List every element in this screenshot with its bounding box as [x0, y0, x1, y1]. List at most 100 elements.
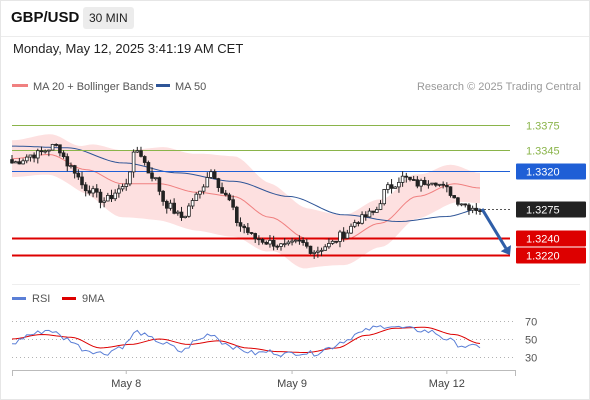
- candle: [124, 178, 129, 191]
- ma20-legend-label: MA 20 + Bollinger Bands: [33, 81, 154, 93]
- candle: [275, 244, 280, 250]
- candle: [54, 143, 58, 147]
- candle: [363, 211, 368, 221]
- ma20-line: [11, 153, 481, 241]
- candle: [106, 192, 110, 202]
- candle: [131, 149, 136, 178]
- rsi-tick-label: 50: [525, 335, 537, 347]
- candle: [65, 153, 70, 172]
- rsi-legend-label: RSI: [32, 293, 50, 305]
- forecast-arrow-shaft: [480, 208, 508, 249]
- symbol-title: GBP/USD: [11, 9, 80, 26]
- level-label-bg: [516, 163, 586, 180]
- candle: [415, 176, 420, 189]
- candle: [437, 183, 442, 187]
- candle: [76, 169, 81, 180]
- candle: [308, 245, 313, 255]
- candle: [234, 205, 239, 227]
- candle: [463, 203, 468, 208]
- candle: [338, 229, 342, 248]
- candle: [393, 185, 398, 189]
- candle: [312, 250, 316, 259]
- candle: [58, 144, 62, 157]
- candle: [470, 205, 475, 214]
- candle: [157, 176, 162, 196]
- x-axis-label: May 12: [429, 378, 465, 390]
- candle: [386, 182, 390, 194]
- candle: [117, 184, 121, 198]
- candle: [441, 181, 445, 189]
- candle: [139, 146, 143, 158]
- candle: [397, 177, 401, 193]
- candle: [433, 182, 438, 188]
- timestamp: Monday, May 12, 2025 3:41:19 AM CET: [13, 41, 244, 56]
- candle: [69, 162, 73, 169]
- candle: [448, 186, 453, 198]
- candle: [253, 232, 258, 243]
- rsi-line: [11, 325, 481, 358]
- candle: [161, 189, 165, 206]
- candle: [142, 155, 147, 166]
- candle: [72, 164, 77, 179]
- credit-text: Research © 2025 Trading Central: [417, 81, 581, 93]
- level-label: 1.3345: [526, 146, 560, 158]
- candle: [109, 189, 114, 203]
- candle: [264, 240, 269, 245]
- candle: [408, 176, 412, 182]
- candle: [183, 215, 188, 219]
- candle: [430, 182, 434, 186]
- candle: [198, 190, 202, 199]
- candle: [282, 238, 287, 248]
- candle: [400, 171, 405, 187]
- candle: [164, 199, 169, 214]
- candle: [220, 182, 224, 194]
- forecast-arrow-head: [500, 245, 511, 255]
- candle: [47, 149, 51, 157]
- candle: [290, 237, 294, 246]
- candle: [98, 189, 103, 209]
- forecast-arrow: [480, 208, 511, 255]
- candle: [205, 172, 210, 188]
- price-panel: 1.3375 1.3345 1.3320 1.3275 1.3240 1.3220: [10, 121, 586, 269]
- candle: [474, 203, 479, 215]
- level-labels: 1.3375 1.3345 1.3320 1.3275 1.3240 1.3220: [516, 121, 586, 264]
- candle: [50, 143, 55, 151]
- candle: [271, 235, 276, 251]
- candle: [349, 223, 353, 234]
- x-axis-label: May 8: [111, 378, 141, 390]
- candle: [452, 194, 456, 199]
- candle: [404, 172, 409, 183]
- ma50-legend-swatch: [156, 84, 170, 87]
- level-label: 1.3220: [526, 251, 560, 263]
- candle: [249, 232, 254, 235]
- candle: [212, 169, 217, 179]
- candle: [257, 235, 261, 246]
- candle: [113, 189, 118, 202]
- candle: [246, 223, 250, 235]
- candle: [227, 192, 232, 202]
- candle: [382, 188, 386, 206]
- candle: [17, 158, 22, 165]
- candle: [367, 208, 372, 218]
- candle: [374, 206, 379, 213]
- candle: [95, 184, 99, 198]
- candle: [223, 190, 228, 197]
- candle: [91, 185, 95, 198]
- candle: [61, 150, 66, 159]
- x-axis-labels: May 8 May 9 May 12: [111, 370, 465, 390]
- ma20-legend-swatch: [12, 84, 28, 87]
- level-label: 1.3240: [526, 234, 560, 246]
- candle: [345, 229, 350, 239]
- candle: [467, 203, 471, 215]
- candle: [80, 171, 84, 189]
- ma50-legend-label: MA 50: [175, 81, 206, 93]
- candle: [39, 146, 44, 156]
- candle: [323, 244, 327, 251]
- candle: [422, 176, 427, 186]
- timeframe-badge[interactable]: 30 MIN: [83, 7, 134, 29]
- candle: [172, 198, 177, 215]
- candles: [10, 143, 482, 259]
- candle: [153, 177, 158, 181]
- candle: [459, 203, 464, 207]
